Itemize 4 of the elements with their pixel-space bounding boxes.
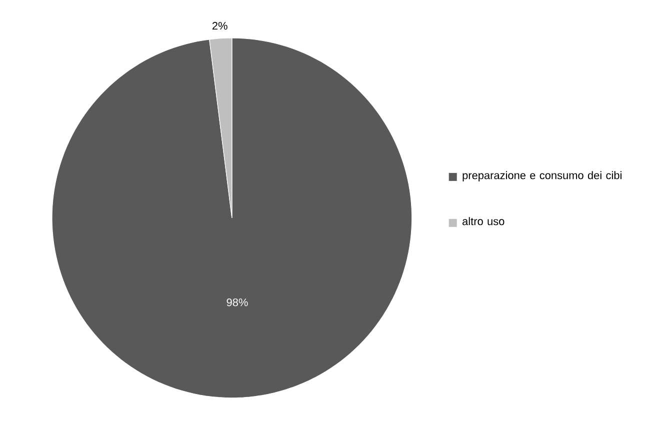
data-label: 98% xyxy=(226,298,248,306)
legend-label: altro uso xyxy=(462,217,504,226)
data-label: 2% xyxy=(212,22,228,30)
legend-label: preparazione e consumo dei cibi xyxy=(462,171,622,182)
